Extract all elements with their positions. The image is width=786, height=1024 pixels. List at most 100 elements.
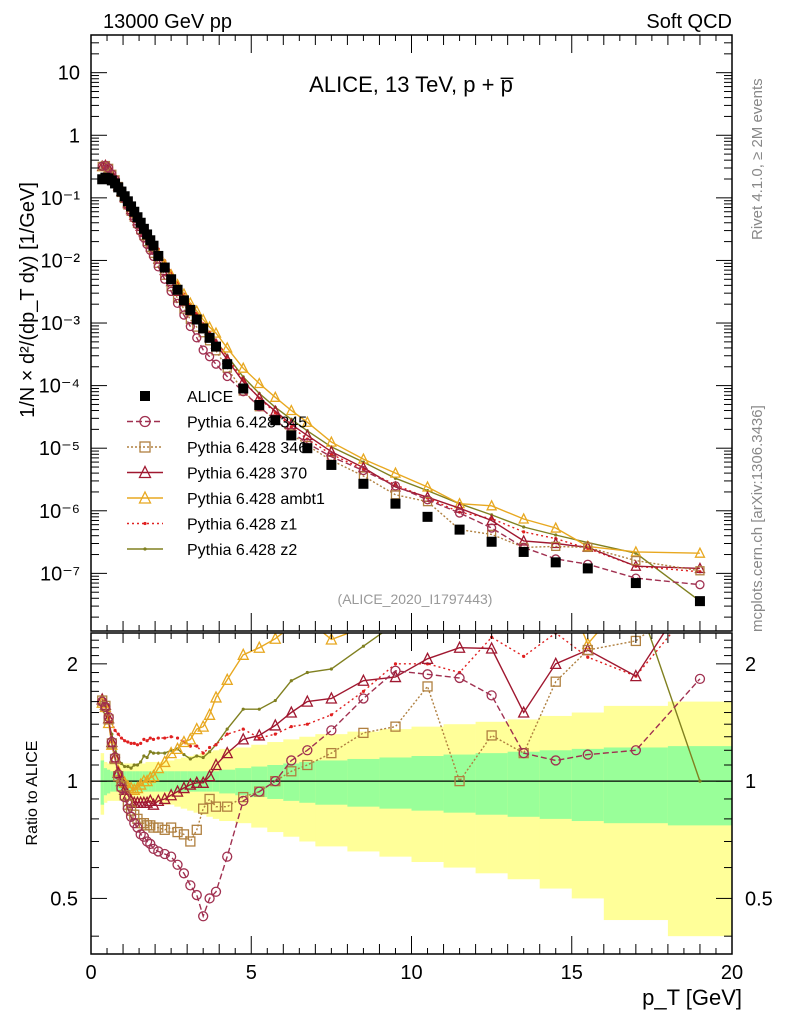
ratio-point <box>698 779 702 783</box>
ratio-point <box>458 618 461 621</box>
ratio-point <box>422 669 433 680</box>
ratio-point <box>554 610 557 613</box>
ratio-point <box>132 741 136 745</box>
legend-label: Pythia 6.428 z2 <box>187 542 297 559</box>
stat-band-bin <box>571 748 605 822</box>
legend-entry-pythia-6-428-z2: Pythia 6.428 z2 <box>127 542 297 559</box>
ratio-point <box>455 614 465 624</box>
series-pythia-6-428-346 <box>97 160 705 576</box>
ratio-point <box>270 775 281 787</box>
ratio-series-pythia-6-428-345 <box>97 665 706 922</box>
main-y-tick-label: 10⁻² <box>41 250 81 272</box>
data-point <box>254 400 265 411</box>
data-point <box>695 580 705 590</box>
ratio-point <box>113 728 117 732</box>
ratio-point <box>519 571 529 581</box>
ratio-point <box>153 846 164 857</box>
ratio-point <box>151 737 156 741</box>
series-line <box>102 164 701 572</box>
ratio-point <box>203 769 216 782</box>
legend-entry-pythia-6-428-346: Pythia 6.428 346 <box>127 440 307 457</box>
ratio-point <box>426 617 429 620</box>
ratio-point <box>358 727 369 739</box>
ratio-point <box>123 764 127 769</box>
ratio-point <box>518 747 529 759</box>
ratio-point <box>486 730 497 741</box>
ratio-point <box>209 758 223 771</box>
ratio-point <box>390 665 401 676</box>
data-point <box>159 262 170 273</box>
data-point <box>630 559 642 571</box>
data-point <box>148 240 159 251</box>
data-point <box>390 498 401 509</box>
ratio-point <box>171 741 184 755</box>
legend-entry-pythia-6-428-345: Pythia 6.428 345 <box>127 415 307 432</box>
stat-band-bin <box>251 766 268 798</box>
ratio-point <box>522 654 526 659</box>
axes-layer: 10 1 10⁻¹ 10⁻² 10⁻³ 10⁻⁴ 10⁻⁵ 10⁻⁶ 10⁻⁷ 0.5 0.5 1 1 2… <box>39 34 773 984</box>
stat-band-bin <box>443 754 476 813</box>
ratio-point <box>221 746 234 759</box>
ratio-point <box>454 672 465 684</box>
ratio-point <box>207 745 212 750</box>
legend-marker <box>139 415 151 428</box>
data-point <box>302 443 313 454</box>
data-point <box>135 217 146 228</box>
ratio-point <box>153 822 164 833</box>
ratio-line <box>101 670 701 919</box>
series-pythia-6-428-z1 <box>100 165 702 574</box>
ratio-point <box>195 754 199 758</box>
ratio-point <box>148 843 159 855</box>
ratio-point <box>141 836 153 847</box>
x-axis-label: p_T [GeV] <box>642 985 742 1010</box>
rivet-label: Rivet 4.1.0, ≥ 2M events <box>749 78 766 240</box>
ratio-point <box>485 641 498 654</box>
ratio-point <box>305 670 309 675</box>
data-point <box>192 333 202 343</box>
ratio-point <box>144 770 157 783</box>
x-tick-label: 5 <box>246 962 257 984</box>
ratio-point <box>329 713 333 717</box>
data-point <box>253 377 265 389</box>
ratio-point <box>289 725 293 729</box>
main-y-tick-label: 10⁻⁶ <box>39 501 80 523</box>
legend-marker <box>143 547 147 551</box>
ratio-point <box>99 697 112 710</box>
ratio-point <box>286 621 296 631</box>
ratio-point <box>357 673 370 686</box>
ratio-point <box>253 728 266 741</box>
data-point <box>325 445 337 457</box>
data-point <box>550 557 561 568</box>
ratio-point <box>148 750 152 754</box>
stat-band-bin <box>411 756 444 811</box>
legend-label: ALICE <box>187 389 233 406</box>
ratio-point <box>222 801 233 812</box>
stat-band-bin <box>299 761 316 803</box>
ratio-point <box>254 786 265 797</box>
stat-band-bin <box>267 765 284 799</box>
series-line <box>102 164 700 586</box>
ratio-point <box>582 644 593 656</box>
main-y-tick-label: 1 <box>69 125 80 147</box>
ratio-point <box>421 651 434 664</box>
main-title: ALICE, 13 TeV, p + p̅ <box>309 72 514 97</box>
main-series-layer <box>96 158 706 607</box>
ratio-point <box>103 711 114 723</box>
ratio-point <box>486 690 497 701</box>
ratio-point <box>207 750 212 754</box>
ratio-point <box>191 889 202 901</box>
stat-band-bin <box>539 750 573 819</box>
ratio-point <box>581 636 594 650</box>
data-point <box>142 229 153 240</box>
ratio-y-label: Ratio to ALICE <box>24 741 41 846</box>
data-point <box>119 191 130 202</box>
ratio-point <box>197 719 210 732</box>
ratio-y-tick-label-right: 1 <box>745 771 756 793</box>
ratio-point <box>191 824 202 835</box>
data-point <box>695 566 705 576</box>
ratio-point <box>517 705 530 718</box>
ratio-point <box>695 477 705 487</box>
legend-entry-pythia-6-428-z1: Pythia 6.428 z1 <box>127 517 297 534</box>
data-point <box>554 533 558 537</box>
data-point <box>138 223 149 234</box>
